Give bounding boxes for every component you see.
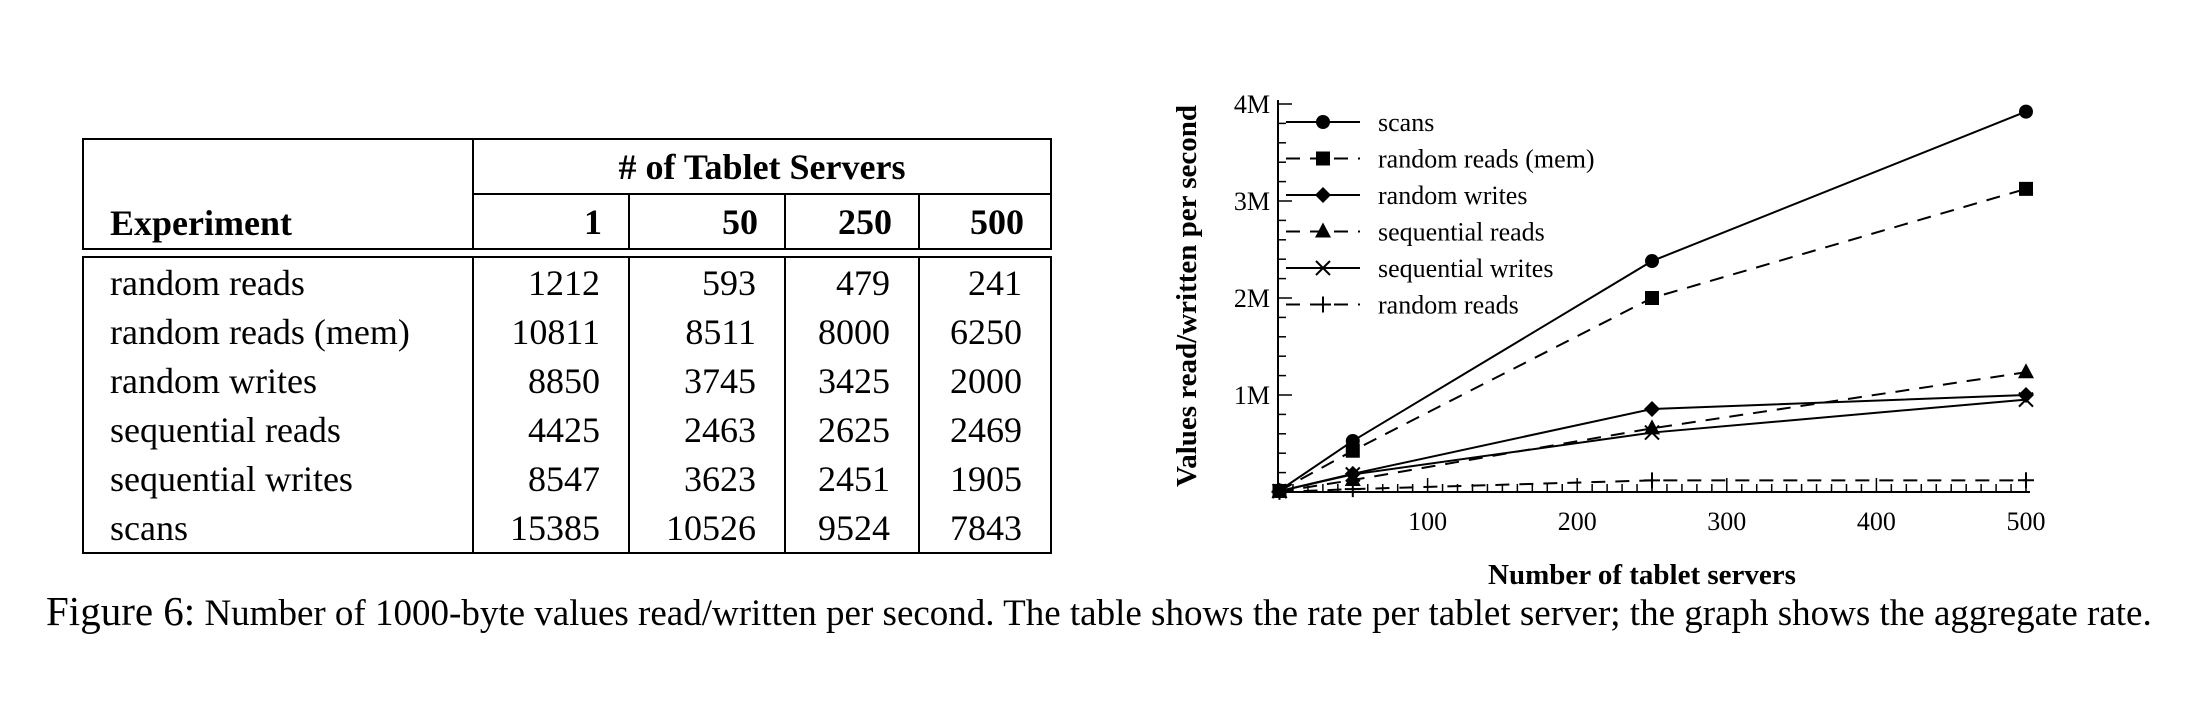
y-tick-label: 4M [1234, 90, 1270, 119]
results-table: Experiment # of Tablet Servers 1 50 250 … [82, 138, 1052, 554]
legend-marker [1316, 115, 1330, 129]
results-table-container: Experiment # of Tablet Servers 1 50 250 … [82, 138, 1052, 554]
table-row: sequential reads 4425 2463 2625 2469 [82, 405, 1052, 454]
legend-label: sequential reads [1378, 218, 1545, 247]
data-point [1271, 483, 1288, 500]
table-cell: 1212 [472, 256, 630, 307]
table-cell: 8000 [784, 307, 920, 356]
data-point [2019, 104, 2033, 119]
data-point [1344, 471, 1361, 487]
figure-caption: Figure 6: Number of 1000-byte values rea… [46, 586, 2156, 639]
series-line [1278, 110, 2027, 492]
legend-label: sequential writes [1378, 254, 1553, 283]
data-point [1645, 254, 1659, 269]
data-point [2018, 363, 2034, 379]
data-point [2018, 391, 2034, 408]
table-cell: 15385 [472, 503, 630, 554]
data-point [1645, 291, 1659, 305]
data-point [1345, 443, 1360, 458]
table-cell: 2469 [918, 405, 1052, 454]
row-label: random reads (mem) [82, 307, 474, 356]
legend-entry: sequential writes [1286, 254, 1553, 283]
table-cell: 8850 [472, 356, 630, 405]
table-cell: 10811 [472, 307, 630, 356]
legend-label: random reads (mem) [1378, 145, 1595, 174]
data-point [1344, 481, 1361, 498]
row-label: scans [82, 503, 474, 554]
experiment-column-header: Experiment [82, 138, 474, 249]
column-header-250: 250 [784, 193, 920, 249]
series-line [1279, 479, 2027, 493]
data-point [1644, 400, 1660, 417]
row-label: sequential writes [82, 454, 474, 503]
legend-marker [1316, 151, 1330, 166]
table-cell: 8547 [472, 454, 630, 503]
table-row: sequential writes 8547 3623 2451 1905 [82, 454, 1052, 503]
legend-label: random writes [1378, 181, 1527, 210]
column-header-500: 500 [918, 193, 1052, 249]
y-tick-label: 2M [1234, 284, 1270, 313]
row-label: random reads [82, 256, 474, 307]
legend-marker [1315, 296, 1331, 313]
legend-label: scans [1378, 108, 1434, 137]
legend-entry: random reads [1286, 291, 1519, 320]
table-cell: 2451 [784, 454, 920, 503]
data-point [1644, 472, 1660, 489]
table-cell: 241 [918, 256, 1052, 307]
data-point [1644, 419, 1660, 435]
legend-marker [1315, 187, 1331, 203]
legend-entry: random writes [1286, 181, 1527, 210]
tablet-servers-group-header: # of Tablet Servers [472, 138, 1052, 195]
y-tick-label: 1M [1234, 381, 1270, 410]
table-cell: 6250 [918, 307, 1052, 356]
legend-marker [1315, 260, 1331, 276]
table-cell: 9524 [784, 503, 920, 554]
table-cell: 2463 [628, 405, 786, 454]
series-line [1279, 398, 2027, 493]
y-axis-label: Values read/written per second [1171, 105, 1203, 487]
table-cell: 593 [628, 256, 786, 307]
table-cell: 7843 [918, 503, 1052, 554]
table-row: random reads (mem) 10811 8511 8000 6250 [82, 307, 1052, 356]
data-point [1345, 466, 1361, 483]
x-tick-label: 300 [1707, 507, 1746, 536]
y-tick-label: 3M [1234, 187, 1270, 216]
table-cell: 479 [784, 256, 920, 307]
data-point [1644, 424, 1660, 441]
table-cell: 2000 [918, 356, 1052, 405]
legend-marker [1315, 222, 1331, 238]
table-cell: 3425 [784, 356, 920, 405]
legend-entry: scans [1286, 108, 1434, 137]
caption-text: Number of 1000-byte values read/written … [204, 593, 2152, 634]
x-tick-label: 400 [1857, 507, 1896, 536]
table-cell: 8511 [628, 307, 786, 356]
table-cell: 10526 [628, 503, 786, 554]
figure-label: Figure 6: [46, 588, 196, 634]
data-point [2018, 472, 2034, 489]
table-cell: 3623 [628, 454, 786, 503]
table-cell: 2625 [784, 405, 920, 454]
series-line [1279, 187, 2027, 492]
table-row: scans 15385 10526 9524 7843 [82, 503, 1052, 554]
table-cell: 4425 [472, 405, 630, 454]
x-tick-label: 500 [2007, 507, 2046, 536]
legend-label: random reads [1378, 291, 1519, 320]
legend-entry: random reads (mem) [1286, 145, 1595, 174]
table-row: random reads 1212 593 479 241 [82, 256, 1052, 307]
row-label: random writes [82, 356, 474, 405]
table-cell: 1905 [918, 454, 1052, 503]
column-header-1: 1 [472, 193, 630, 249]
aggregate-rate-chart: 100 200 300 400 500 1M 2M 3M 4M scans random read… [1171, 90, 2046, 591]
data-point [2019, 181, 2033, 196]
x-tick-label: 100 [1408, 507, 1447, 536]
legend-entry: sequential reads [1286, 218, 1545, 247]
x-tick-label: 200 [1558, 507, 1597, 536]
column-header-50: 50 [628, 193, 786, 249]
x-axis-label: Number of tablet servers [1488, 559, 1796, 591]
row-label: sequential reads [82, 405, 474, 454]
table-row: random writes 8850 3745 3425 2000 [82, 356, 1052, 405]
series-random-reads [1271, 472, 2034, 500]
table-cell: 3745 [628, 356, 786, 405]
